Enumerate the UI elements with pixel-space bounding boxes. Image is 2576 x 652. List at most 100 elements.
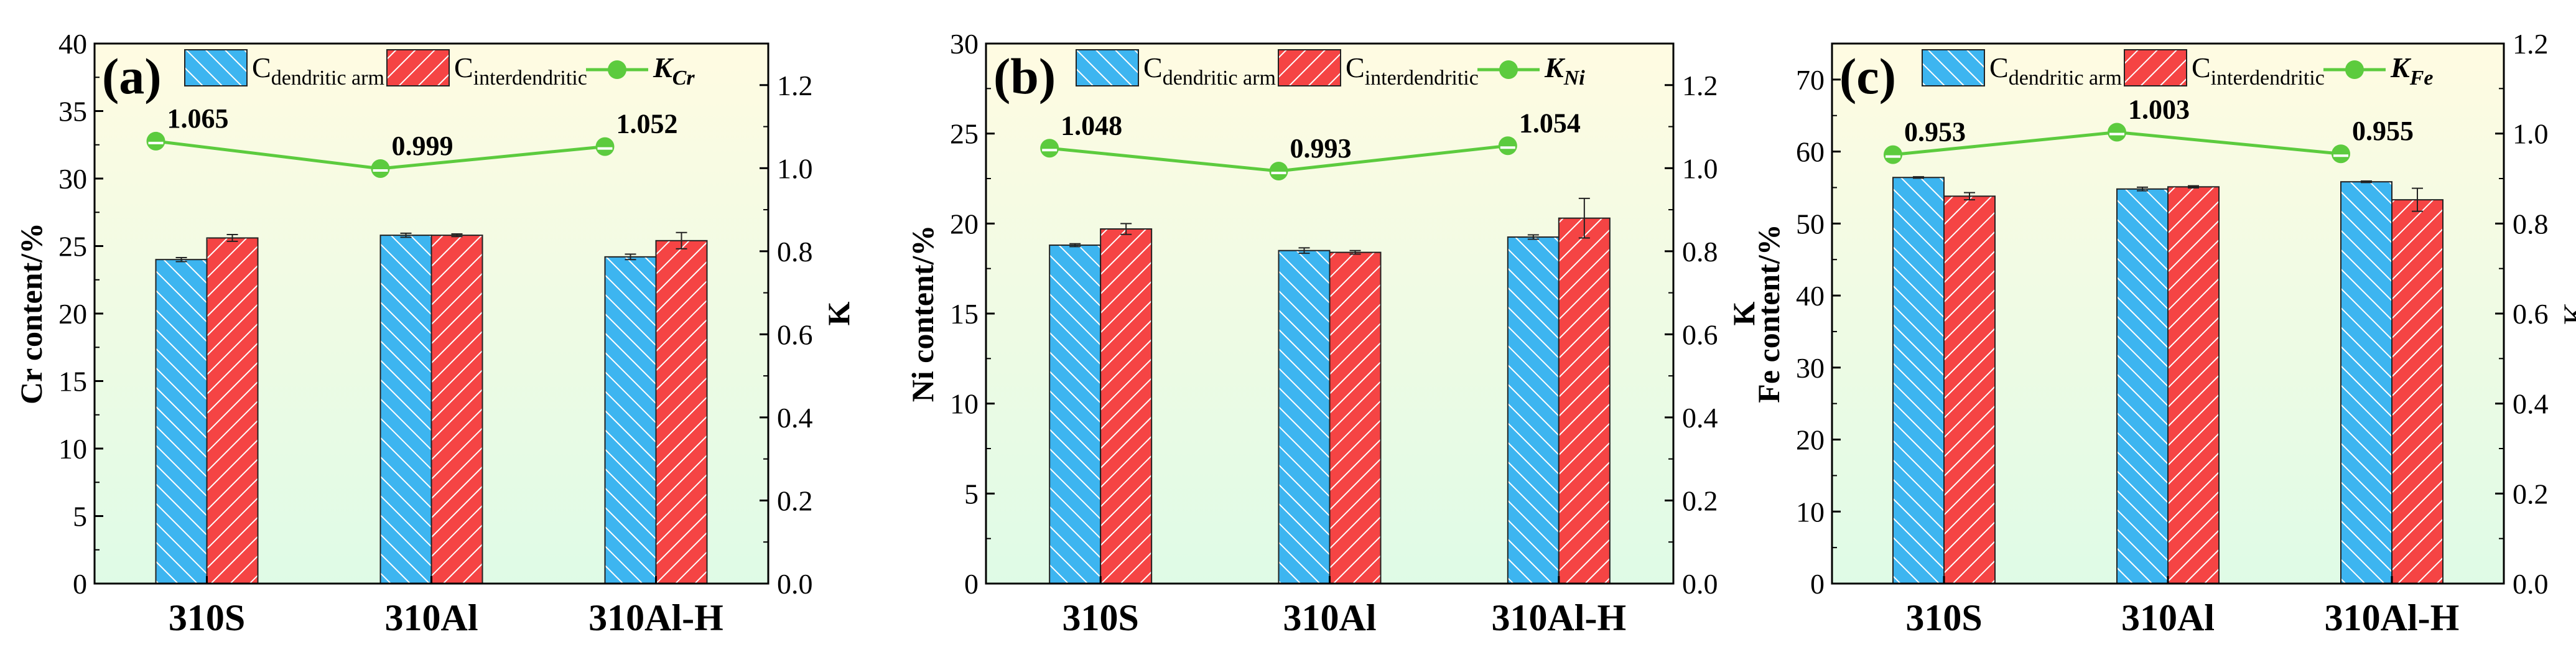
k-marker bbox=[1269, 161, 1288, 180]
legend-sub: interdendritic bbox=[1365, 67, 1479, 90]
panel-b: 0 5 10 15 20 25 30 0.0 0.2 0.4 0.6 0.8 1.0 1.2 Ni cont… bbox=[905, 28, 1761, 638]
plot-frame bbox=[93, 42, 770, 585]
bar-interdendritic bbox=[206, 237, 259, 585]
bar-dendritic-arm bbox=[2340, 181, 2392, 584]
k-marker bbox=[595, 137, 615, 156]
y2-tick-label: 0.2 bbox=[777, 485, 813, 516]
bar-dendritic-arm bbox=[1049, 244, 1102, 584]
legend-marker-k bbox=[608, 60, 626, 79]
k-data-label: 1.065 bbox=[167, 103, 229, 134]
y-tick-label: 15 bbox=[58, 366, 87, 398]
bar-interdendritic bbox=[655, 240, 708, 584]
x-tick-label: 310S bbox=[1062, 597, 1138, 638]
y2-tick-label: 0.2 bbox=[2513, 478, 2549, 510]
plot-frame bbox=[985, 42, 1675, 585]
legend-label-k: KNi bbox=[1544, 52, 1585, 90]
y2-tick-label: 0.0 bbox=[2513, 568, 2549, 600]
panel-label: (b) bbox=[993, 48, 1056, 105]
legend-swatch-dendritic bbox=[1076, 49, 1139, 86]
legend-main: C bbox=[1346, 52, 1365, 83]
x-tick-label: 310Al bbox=[385, 597, 478, 638]
plot-frame bbox=[1831, 42, 2505, 585]
y-tick-label: 20 bbox=[1796, 424, 1825, 456]
legend-label-dendritic: Cdendritic arm bbox=[252, 52, 384, 90]
y-tick-label: 30 bbox=[58, 163, 87, 195]
bar-interdendritic bbox=[1558, 217, 1611, 584]
bar-interdendritic bbox=[1329, 251, 1382, 585]
legend-sub: dendritic arm bbox=[2009, 67, 2122, 90]
bar-interdendritic bbox=[2167, 186, 2220, 584]
y2-tick-label: 0.8 bbox=[777, 236, 813, 268]
legend-main: K bbox=[653, 52, 674, 83]
y2-tick-label: 0.4 bbox=[2513, 388, 2549, 420]
y2-tick-label: 0.6 bbox=[1682, 319, 1718, 350]
legend-sub: dendritic arm bbox=[271, 67, 384, 90]
y2-tick-label: 1.2 bbox=[2513, 28, 2549, 60]
legend-label-interdendritic: Cinterdendritic bbox=[1346, 52, 1479, 90]
x-tick-label: 310S bbox=[1905, 597, 1982, 638]
k-data-label: 0.955 bbox=[2352, 116, 2414, 146]
k-marker bbox=[1498, 136, 1517, 156]
legend-sub: Cr bbox=[672, 67, 695, 90]
y2-tick-label: 0.6 bbox=[777, 319, 813, 350]
y2-tick-label: 1.0 bbox=[1682, 152, 1718, 184]
x-tick-label: 310Al-H bbox=[588, 597, 723, 638]
y-tick-label: 20 bbox=[58, 298, 87, 330]
y-tick-label: 60 bbox=[1796, 136, 1825, 168]
panel-c: 0 10 20 30 40 50 60 70 0.0 0.2 0.4 0.6 0.8 1.0 1.2 Fe c… bbox=[1751, 28, 2576, 638]
legend-label-interdendritic: Cinterdendritic bbox=[2192, 52, 2325, 90]
legend-marker-k bbox=[2345, 60, 2364, 79]
bar-dendritic-arm bbox=[604, 256, 657, 584]
legend-main: C bbox=[2192, 52, 2211, 83]
y-axis-label: Fe content/% bbox=[1751, 224, 1786, 403]
bar-dendritic-arm bbox=[2116, 188, 2169, 585]
k-marker bbox=[2332, 144, 2350, 164]
y2-tick-label: 1.2 bbox=[777, 70, 813, 101]
y-tick-label: 5 bbox=[964, 478, 979, 510]
y2-tick-label: 1.0 bbox=[777, 152, 813, 184]
legend-swatch-dendritic bbox=[184, 49, 248, 86]
k-data-label: 1.048 bbox=[1061, 110, 1122, 141]
k-marker bbox=[146, 131, 165, 151]
legend-swatch-interdendritic bbox=[2124, 49, 2187, 86]
y2-axis-label: K bbox=[1726, 301, 1761, 325]
y-tick-label: 40 bbox=[58, 28, 87, 60]
y-tick-label: 30 bbox=[950, 28, 979, 60]
bar-dendritic-arm bbox=[1892, 177, 1945, 585]
k-data-label: 0.953 bbox=[1904, 117, 1966, 147]
y-tick-label: 0 bbox=[73, 568, 87, 600]
legend-main: C bbox=[1143, 52, 1163, 83]
y2-tick-label: 0.4 bbox=[777, 402, 813, 434]
y-tick-label: 40 bbox=[1796, 280, 1825, 312]
legend-label-k: KCr bbox=[653, 52, 695, 90]
legend-main: C bbox=[454, 52, 473, 83]
y-tick-label: 35 bbox=[58, 96, 87, 128]
legend-swatch-interdendritic bbox=[386, 49, 450, 86]
legend-label-dendritic: Cdendritic arm bbox=[1989, 52, 2122, 90]
legend-label-k: KFe bbox=[2390, 52, 2433, 90]
panel-label: (c) bbox=[1839, 48, 1896, 105]
legend-sub: dendritic arm bbox=[1163, 67, 1276, 90]
k-data-label: 0.999 bbox=[392, 131, 453, 161]
bar-interdendritic bbox=[2391, 199, 2443, 584]
legend-swatch-interdendritic bbox=[1278, 49, 1341, 86]
y2-tick-label: 0.4 bbox=[1682, 402, 1718, 434]
legend-main: K bbox=[1544, 52, 1566, 83]
x-tick-label: 310Al bbox=[2121, 597, 2215, 638]
bar-dendritic-arm bbox=[155, 259, 208, 584]
bar-dendritic-arm bbox=[379, 235, 432, 584]
bar-interdendritic bbox=[1100, 228, 1153, 585]
x-tick-label: 310Al-H bbox=[2325, 597, 2460, 638]
y2-tick-label: 0.2 bbox=[1682, 485, 1718, 516]
legend-swatch-dendritic bbox=[1922, 49, 1985, 86]
y-tick-label: 50 bbox=[1796, 208, 1825, 240]
y-tick-label: 25 bbox=[950, 118, 979, 150]
y-tick-label: 15 bbox=[950, 298, 979, 330]
bar-interdendritic bbox=[1943, 195, 1996, 584]
bar-dendritic-arm bbox=[1278, 249, 1331, 584]
y-tick-label: 25 bbox=[58, 231, 87, 263]
legend-sub: Fe bbox=[2409, 67, 2434, 90]
k-marker bbox=[371, 159, 390, 178]
legend-main: K bbox=[2390, 52, 2412, 83]
